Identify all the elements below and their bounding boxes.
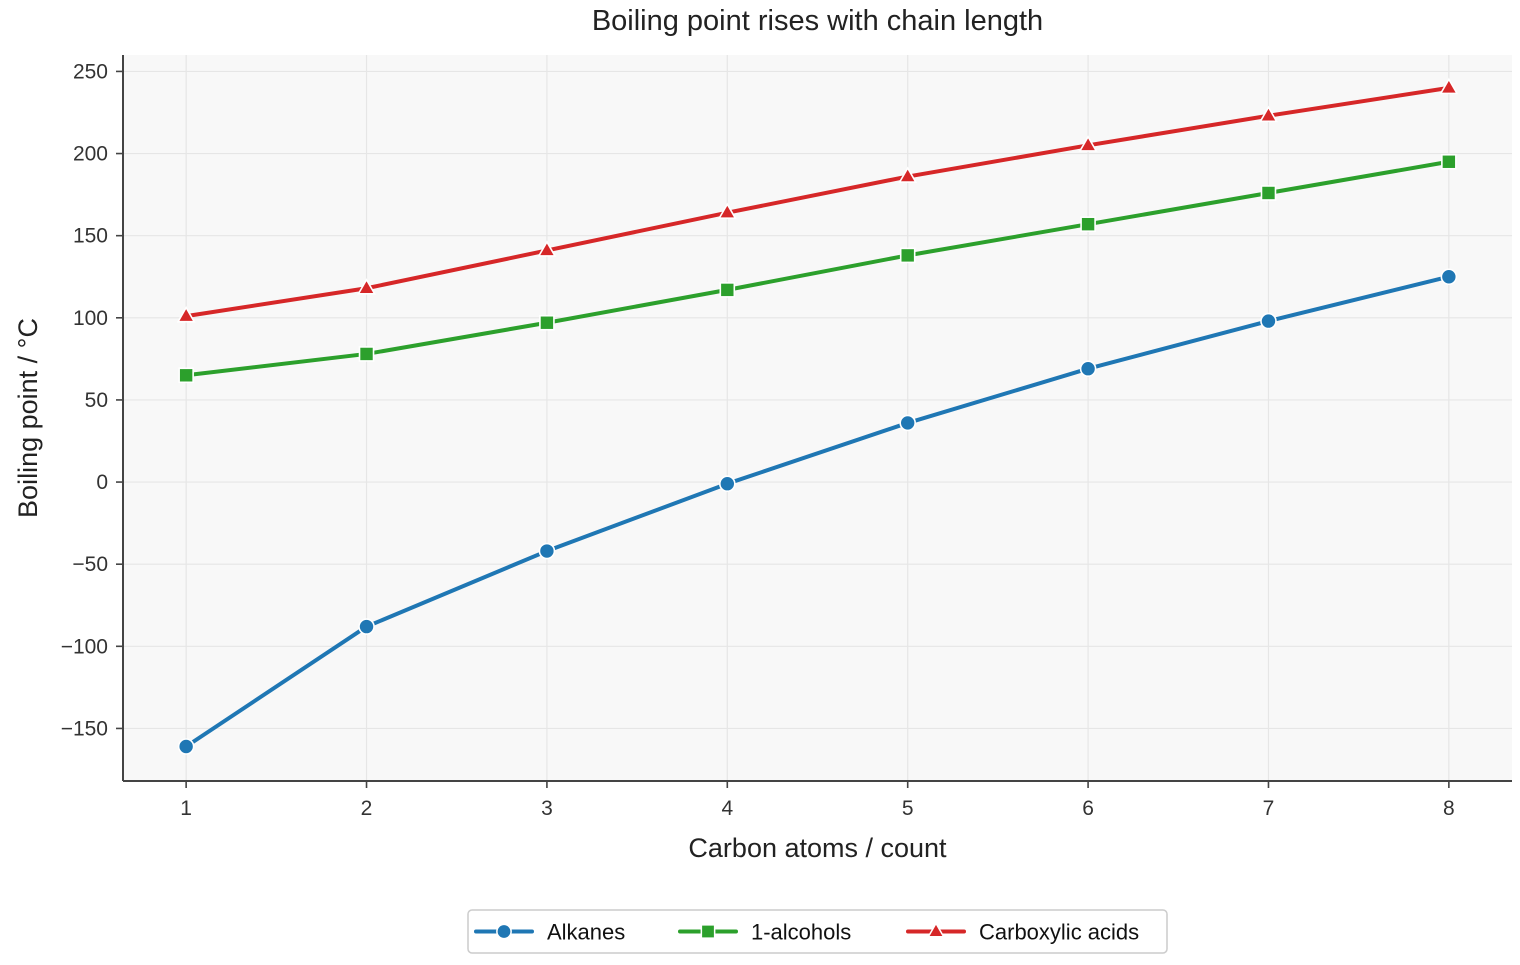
- series-1: [178, 153, 1457, 384]
- y-tick-label: −50: [72, 553, 108, 576]
- data-point-marker: [1439, 77, 1459, 95]
- data-point-marker: [537, 240, 557, 257]
- data-point-marker: [719, 475, 736, 493]
- data-point-marker: [898, 166, 918, 183]
- legend-item-1: 1-alcohols: [678, 920, 851, 945]
- data-point-marker: [1441, 153, 1457, 170]
- series-2: [176, 77, 1459, 323]
- legend-item-0: Alkanes: [474, 920, 625, 945]
- plot-area: [123, 55, 1512, 781]
- y-tick-label: 250: [73, 60, 108, 83]
- x-tick-label: 7: [1263, 797, 1275, 820]
- data-point-marker: [899, 247, 916, 264]
- series-line: [184, 274, 1451, 749]
- chart-title: Boiling point rises with chain length: [592, 5, 1043, 37]
- legend-label: 1-alcohols: [751, 920, 851, 945]
- legend: Alkanes 1-alcohols Carboxylic acids: [467, 909, 1168, 954]
- data-point-marker: [1078, 135, 1098, 152]
- x-tick-label: 2: [361, 797, 373, 820]
- y-tick-label: −150: [61, 717, 108, 740]
- legend-label: Alkanes: [547, 920, 625, 945]
- data-point-marker: [1079, 360, 1097, 378]
- data-point-marker: [1440, 268, 1458, 286]
- y-tick-label: 0: [96, 471, 108, 494]
- data-point-marker: [1080, 216, 1096, 232]
- data-point-marker: [1259, 105, 1278, 123]
- tick-labels: −150 −100 −50 0 50 100 150 200 250 1 2 3 4 5 6 7 8: [61, 60, 1455, 820]
- x-tick-label: 6: [1082, 797, 1094, 820]
- x-tick-label: 5: [902, 797, 914, 820]
- data-point-marker: [357, 278, 376, 295]
- data-point-marker: [538, 542, 556, 560]
- legend-box: [467, 909, 1168, 954]
- data-point-marker: [358, 346, 375, 362]
- data-point-marker: [1260, 185, 1277, 201]
- legend-label: Carboxylic acids: [979, 920, 1139, 945]
- x-axis-label: Carbon atoms / count: [688, 833, 947, 863]
- series-line: [184, 85, 1451, 319]
- legend-marker: [496, 923, 512, 940]
- data-point-marker: [358, 618, 375, 635]
- series-lines: [176, 77, 1459, 755]
- y-axis-label: Boiling point / °C: [13, 318, 43, 518]
- x-tick-label: 3: [541, 797, 553, 820]
- y-tick-label: 200: [73, 143, 108, 166]
- legend-item-2: Carboxylic acids: [906, 920, 1139, 945]
- legend-marker: [927, 921, 945, 938]
- series-0: [177, 268, 1458, 755]
- x-tick-label: 8: [1443, 797, 1455, 820]
- y-tick-label: −100: [61, 635, 108, 658]
- x-tick-label: 1: [180, 797, 192, 820]
- x-tick-label: 4: [721, 797, 733, 820]
- legend-marker: [700, 924, 716, 939]
- data-point-marker: [717, 202, 737, 220]
- data-point-marker: [1260, 312, 1277, 330]
- data-point-marker: [719, 282, 736, 298]
- data-point-marker: [539, 314, 555, 331]
- data-point-marker: [899, 414, 916, 432]
- data-point-marker: [177, 738, 195, 755]
- y-tick-label: 100: [73, 307, 108, 330]
- y-tick-label: 150: [73, 225, 108, 248]
- series-line: [184, 159, 1451, 378]
- data-point-marker: [176, 306, 196, 323]
- data-point-marker: [178, 367, 194, 384]
- axes: [116, 55, 1512, 788]
- y-tick-label: 50: [85, 389, 108, 412]
